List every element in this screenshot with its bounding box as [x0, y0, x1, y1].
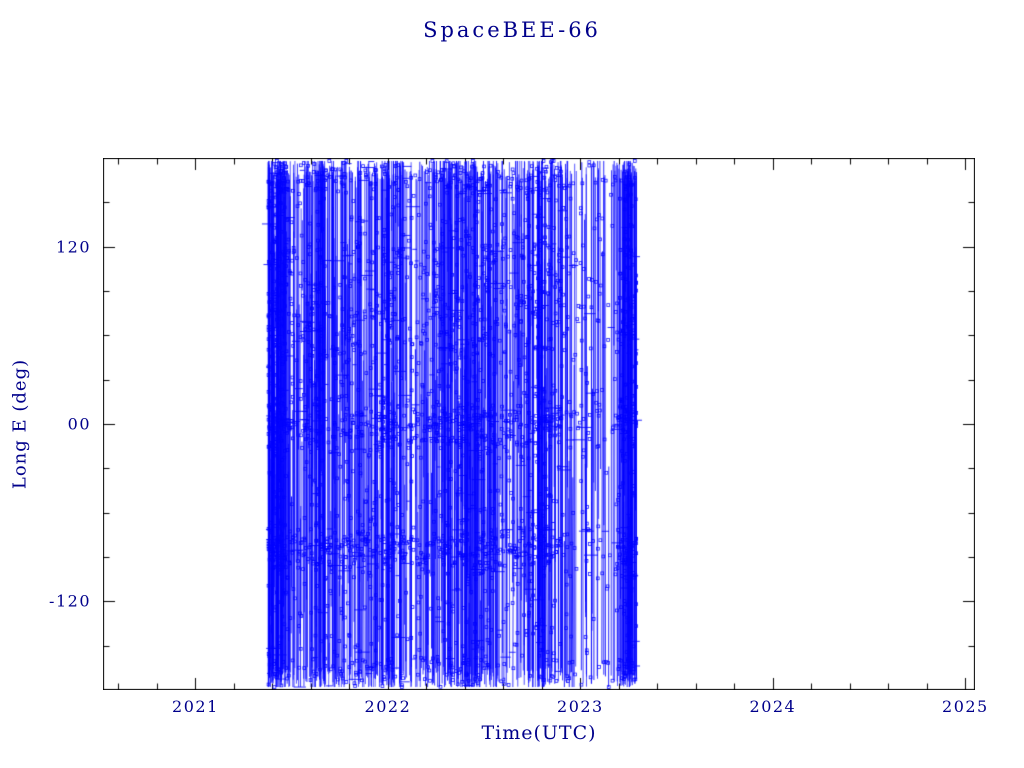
- chart-title: SpaceBEE-66: [423, 18, 601, 42]
- x-tick-label: 2022: [364, 697, 412, 716]
- x-tick-label: 2025: [942, 697, 989, 716]
- y-axis-label: Long E (deg): [9, 358, 31, 490]
- y-tick-label: 120: [55, 237, 91, 257]
- plot-canvas: [103, 158, 975, 690]
- x-tick-label: 2023: [557, 697, 604, 716]
- y-tick-label: 00: [67, 414, 91, 434]
- x-tick-label: 2021: [172, 697, 219, 716]
- y-tick-label: -120: [49, 591, 91, 611]
- x-axis-label: Time(UTC): [481, 722, 597, 744]
- x-tick-label: 2024: [749, 697, 797, 716]
